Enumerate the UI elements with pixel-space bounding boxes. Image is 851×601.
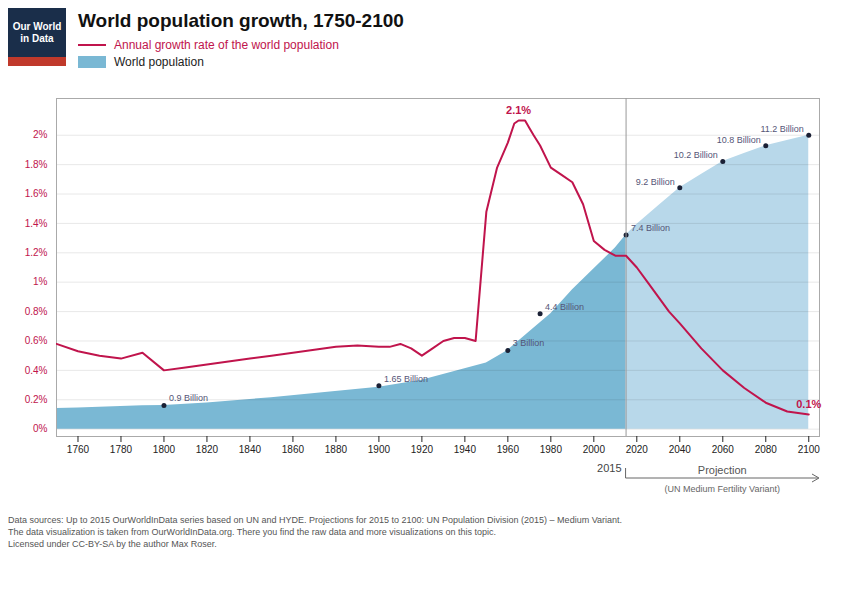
html-text:Our World: Our World: [12, 20, 62, 32]
svg-text:10.2 Billion: 10.2 Billion: [674, 150, 718, 160]
svg-text:0%: 0%: [33, 423, 48, 434]
svg-text:1800: 1800: [153, 444, 176, 455]
svg-text:1900: 1900: [368, 444, 391, 455]
html-text:World population: World population: [114, 55, 204, 69]
svg-text:2060: 2060: [712, 444, 735, 455]
svg-text:0.1%: 0.1%: [796, 398, 821, 410]
svg-text:0.9 Billion: 0.9 Billion: [169, 393, 208, 403]
svg-text:7.4 Billion: 7.4 Billion: [631, 223, 670, 233]
svg-text:3 Billion: 3 Billion: [513, 338, 545, 348]
svg-text:2%: 2%: [33, 129, 48, 140]
svg-text:2000: 2000: [583, 444, 606, 455]
html-text:Data sources: Up to 2015 OurWo: Data sources: Up to 2015 OurWorldInData …: [8, 515, 622, 525]
html-text:Licensed under CC-BY-SA by the: Licensed under CC-BY-SA by the author Ma…: [8, 539, 217, 549]
svg-text:Projection: Projection: [698, 464, 747, 476]
svg-text:1920: 1920: [411, 444, 434, 455]
svg-text:1.65 Billion: 1.65 Billion: [384, 374, 428, 384]
svg-text:1.8%: 1.8%: [25, 159, 48, 170]
svg-text:2040: 2040: [669, 444, 692, 455]
svg-text:1780: 1780: [110, 444, 133, 455]
svg-text:2080: 2080: [755, 444, 778, 455]
svg-text:1960: 1960: [497, 444, 520, 455]
svg-text:0.8%: 0.8%: [25, 306, 48, 317]
svg-text:1980: 1980: [540, 444, 563, 455]
svg-text:1.4%: 1.4%: [25, 218, 48, 229]
html-text:The data visualization is take: The data visualization is taken from Our…: [8, 527, 496, 537]
svg-text:1760: 1760: [67, 444, 90, 455]
svg-text:11.2 Billion: 11.2 Billion: [760, 124, 803, 134]
svg-text:(UN Medium Fertility Variant): (UN Medium Fertility Variant): [665, 484, 780, 494]
html-text:Annual growth rate of the worl: Annual growth rate of the world populati…: [114, 38, 339, 52]
svg-text:1820: 1820: [196, 444, 219, 455]
svg-text:0.6%: 0.6%: [25, 335, 48, 346]
svg-text:4.4 Billion: 4.4 Billion: [545, 302, 584, 312]
html-text:in Data: in Data: [20, 32, 54, 44]
svg-text:0.4%: 0.4%: [25, 365, 48, 376]
svg-text:2020: 2020: [626, 444, 649, 455]
svg-text:1%: 1%: [33, 276, 48, 287]
svg-text:1880: 1880: [325, 444, 348, 455]
svg-text:9.2 Billion: 9.2 Billion: [636, 177, 675, 187]
svg-text:1.6%: 1.6%: [25, 188, 48, 199]
svg-text:0.2%: 0.2%: [25, 394, 48, 405]
svg-text:1860: 1860: [282, 444, 305, 455]
svg-text:2.1%: 2.1%: [506, 104, 531, 116]
svg-text:1.2%: 1.2%: [25, 247, 48, 258]
svg-text:2100: 2100: [798, 444, 821, 455]
html-text:World population growth, 1750-: World population growth, 1750-2100: [78, 10, 404, 31]
svg-text:10.8 Billion: 10.8 Billion: [717, 135, 761, 145]
svg-text:1940: 1940: [454, 444, 477, 455]
svg-text:2015: 2015: [597, 462, 621, 474]
svg-text:1840: 1840: [239, 444, 262, 455]
